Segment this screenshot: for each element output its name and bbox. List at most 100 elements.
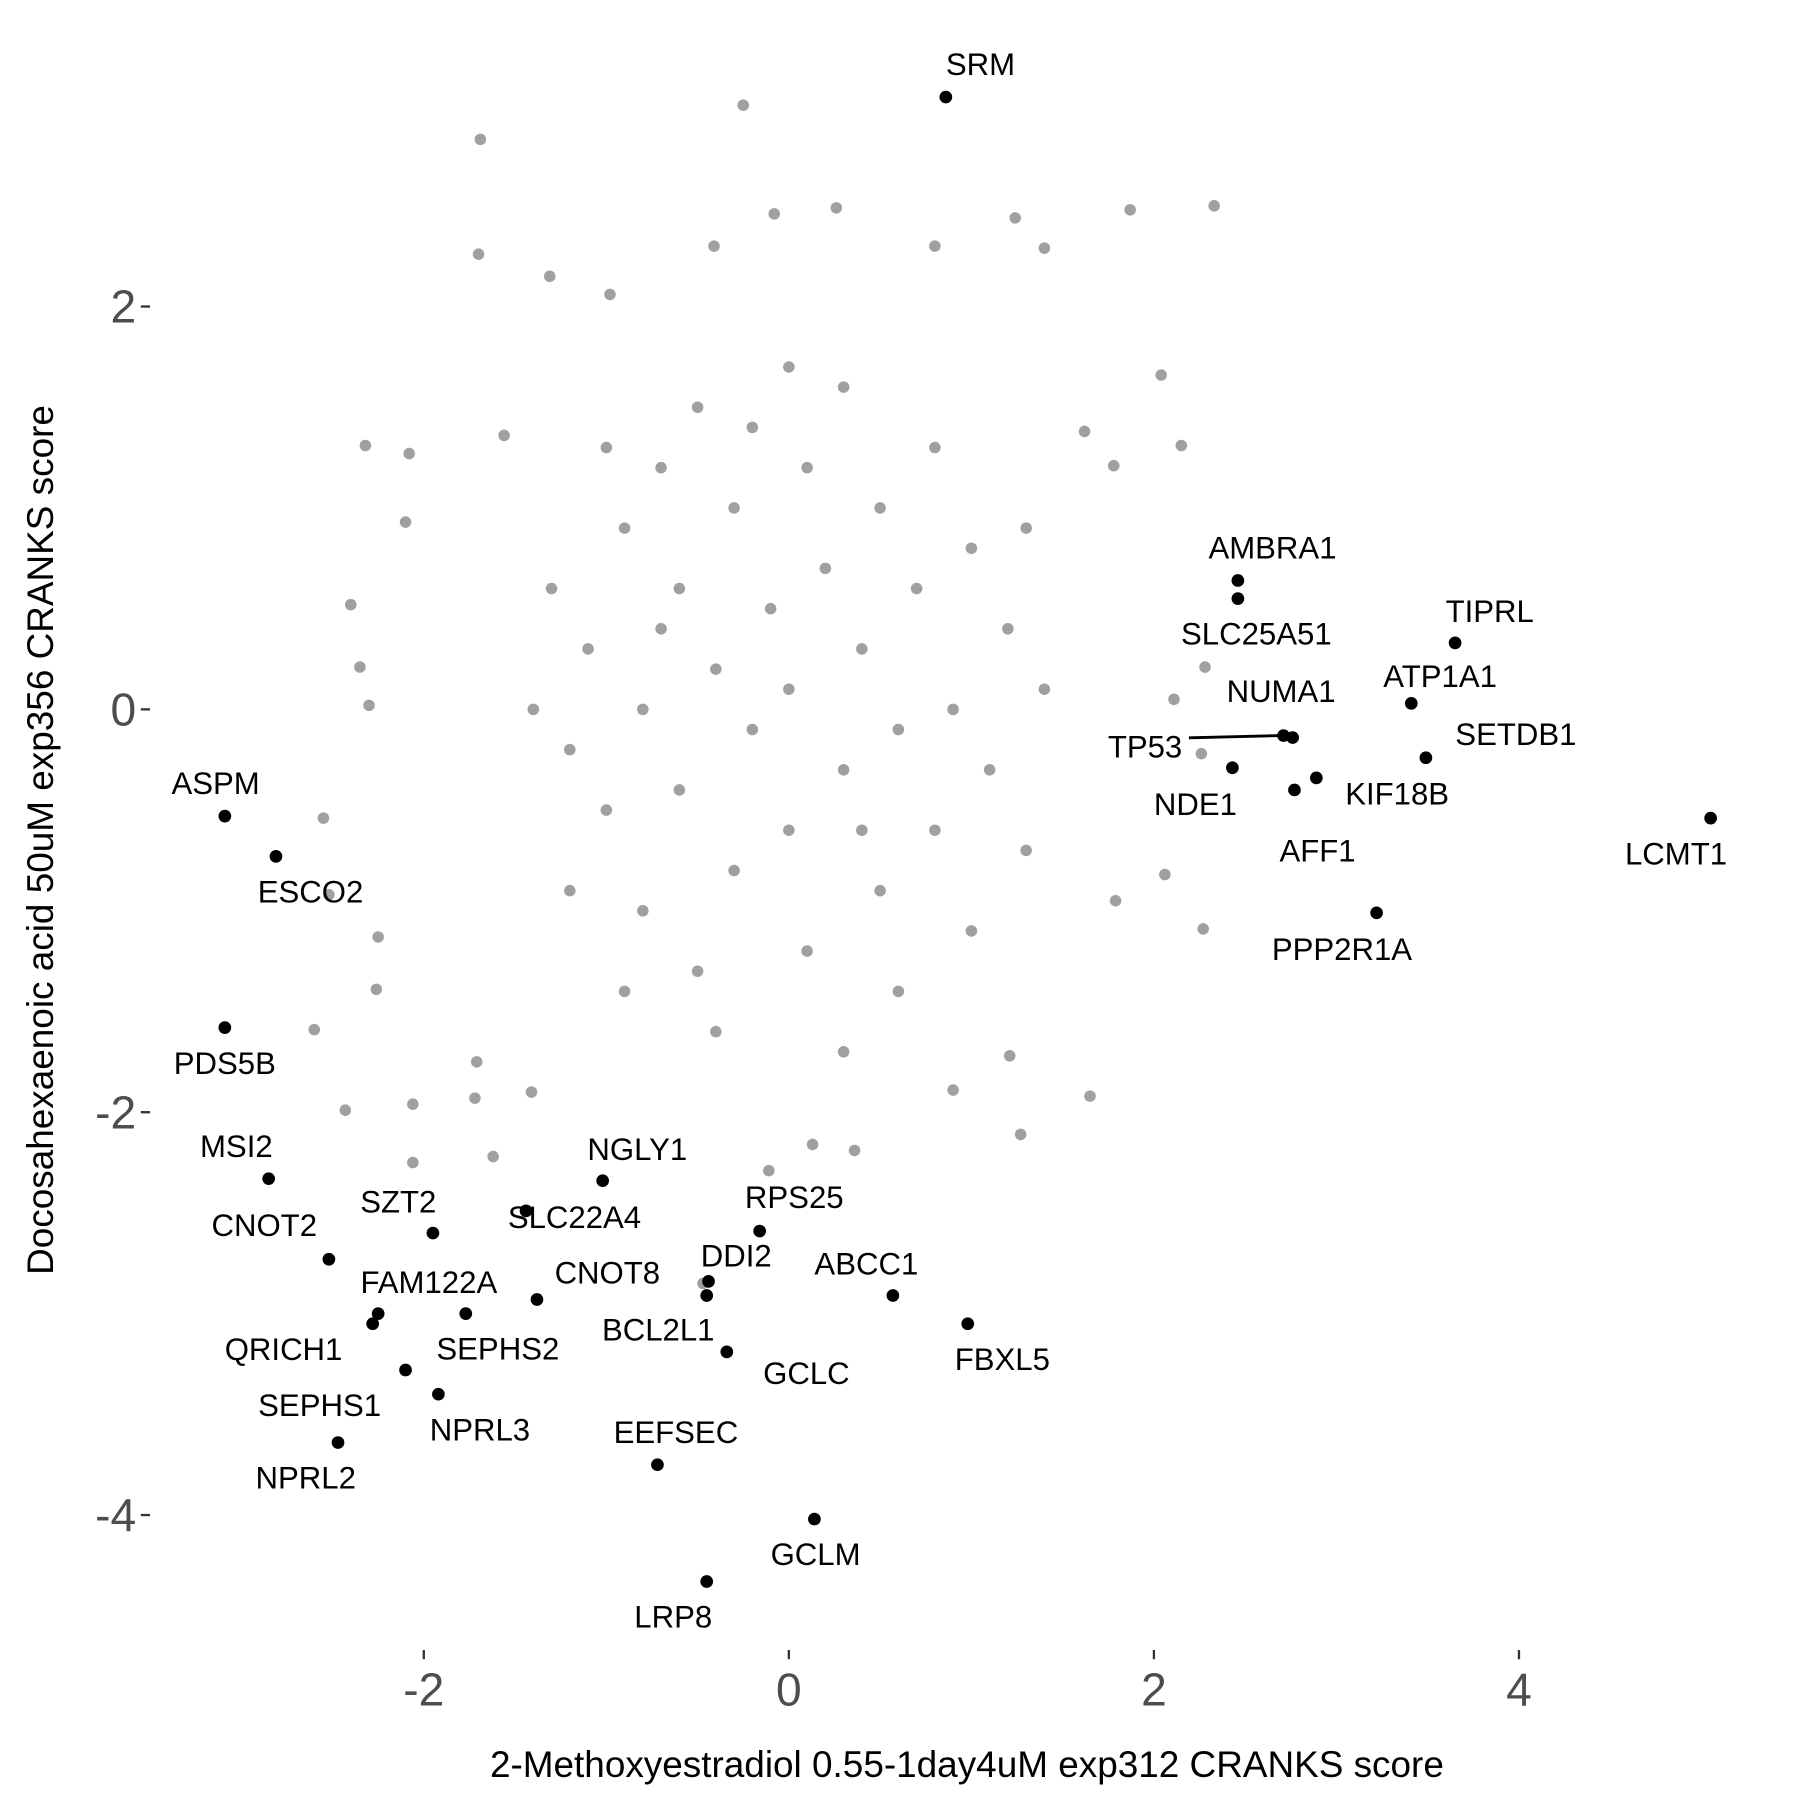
point-label: TIPRL — [1446, 594, 1534, 629]
point — [1107, 459, 1120, 472]
point-label: FBXL5 — [955, 1342, 1050, 1377]
point — [801, 945, 813, 957]
point-label: ATP1A1 — [1383, 659, 1497, 694]
labeled-point — [1419, 751, 1433, 765]
point — [965, 925, 978, 937]
point-label: CNOT2 — [211, 1208, 317, 1243]
point — [399, 516, 412, 528]
labeled-point — [702, 1275, 715, 1288]
point — [1159, 868, 1171, 881]
point — [317, 812, 330, 824]
point — [655, 461, 667, 474]
point-label: ESCO2 — [258, 875, 364, 910]
point — [604, 288, 616, 301]
point — [1175, 439, 1188, 452]
point — [308, 1023, 321, 1036]
point — [470, 1056, 483, 1068]
point-label: PDS5B — [174, 1046, 276, 1081]
point — [1197, 923, 1209, 935]
point — [564, 884, 576, 897]
point-label: LRP8 — [634, 1600, 712, 1635]
labeled-point — [1277, 729, 1290, 742]
point — [929, 441, 941, 454]
point — [582, 643, 594, 655]
point — [498, 429, 510, 442]
y-tick-label: 0 — [110, 684, 136, 736]
point — [345, 598, 357, 611]
point — [892, 985, 905, 998]
point — [474, 133, 487, 146]
point — [543, 270, 556, 283]
point — [1003, 1050, 1016, 1062]
point — [874, 502, 886, 514]
labeled-point — [262, 1172, 275, 1186]
label-connector — [1188, 734, 1279, 740]
point — [323, 888, 335, 901]
point — [1195, 747, 1208, 760]
labeled-point — [269, 850, 283, 863]
point-label: GCLM — [771, 1537, 861, 1572]
y-axis-title: Docosahexaenoic acid 50uM exp356 CRANKS … — [20, 405, 61, 1275]
labeled-point — [720, 1345, 734, 1359]
point-label: SEPHS1 — [258, 1388, 381, 1423]
labeled-point — [519, 1204, 533, 1218]
point — [403, 447, 415, 460]
point — [783, 683, 795, 695]
point — [819, 562, 832, 575]
point-label: RPS25 — [745, 1180, 844, 1215]
y-tick-label: 2 — [110, 281, 136, 333]
point — [673, 582, 686, 595]
point-label: SLC25A51 — [1181, 617, 1332, 652]
x-tick-label: -2 — [403, 1663, 444, 1715]
point-label: SRM — [946, 47, 1015, 82]
labeled-point — [530, 1293, 544, 1306]
point — [525, 1086, 538, 1098]
point — [746, 421, 759, 434]
point — [837, 381, 850, 393]
labeled-point — [459, 1307, 473, 1320]
point — [1014, 1128, 1027, 1141]
point — [737, 99, 749, 111]
point-label: NDE1 — [1154, 787, 1237, 822]
point — [1038, 683, 1051, 695]
point — [600, 441, 613, 454]
point — [837, 1046, 850, 1058]
point — [848, 1144, 861, 1157]
point-label: SZT2 — [360, 1184, 436, 1219]
point — [830, 202, 843, 214]
point-label: NUMA1 — [1227, 674, 1336, 709]
labeled-point — [651, 1458, 664, 1472]
labeled-point — [331, 1436, 345, 1449]
point — [929, 240, 941, 252]
point-label: AMBRA1 — [1208, 531, 1336, 566]
point — [768, 208, 781, 220]
point-label: CNOT8 — [555, 1255, 661, 1290]
point — [764, 602, 777, 615]
point — [1078, 425, 1091, 438]
point-label: ABCC1 — [814, 1247, 918, 1282]
point-label: GCLC — [763, 1356, 850, 1391]
labeled-point — [1231, 574, 1245, 587]
point — [469, 1092, 481, 1104]
point — [527, 703, 540, 716]
labeled-point — [753, 1224, 766, 1238]
point — [1199, 661, 1211, 673]
point-label: PPP2R1A — [1272, 932, 1412, 967]
labeled-point — [1370, 906, 1383, 920]
point — [983, 764, 996, 776]
point — [892, 723, 905, 736]
point — [710, 1025, 722, 1038]
labeled-point — [1310, 771, 1323, 785]
point-label: ASPM — [171, 766, 259, 801]
x-tick-label: 2 — [1141, 1663, 1167, 1715]
labeled-point — [432, 1387, 445, 1401]
point — [910, 582, 923, 595]
point-label: QRICH1 — [225, 1332, 343, 1367]
point — [783, 361, 795, 373]
point-label: TP53 — [1108, 729, 1182, 764]
point-label: FAM122A — [360, 1265, 497, 1300]
point — [600, 804, 613, 816]
point — [618, 522, 631, 534]
point — [1038, 242, 1051, 254]
point — [1109, 894, 1122, 907]
